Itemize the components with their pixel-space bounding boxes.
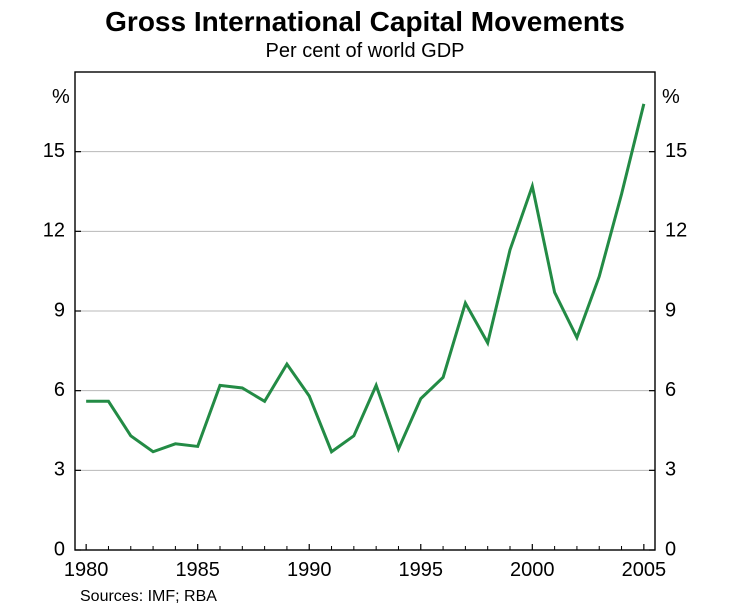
chart-sources: Sources: IMF; RBA <box>80 588 217 606</box>
y-tick-label-right: 3 <box>665 459 676 481</box>
y-tick-label-left: 12 <box>43 220 65 242</box>
chart-container: { "chart": { "type": "line", "title": "G… <box>0 0 730 612</box>
y-tick-label-right: 0 <box>665 538 676 560</box>
x-tick-label: 1990 <box>287 559 332 581</box>
x-tick-label: 1980 <box>64 559 109 581</box>
y-tick-label-right: 12 <box>665 220 687 242</box>
x-tick-label: 1995 <box>399 559 444 581</box>
data-line <box>86 104 644 452</box>
x-tick-label: 1985 <box>175 559 220 581</box>
y-tick-label-left: 9 <box>54 299 65 321</box>
chart-svg: 0 0 3 3 6 6 9 9 12 12 15 15 1980 1985 1990 1995 2000 2005 <box>0 0 730 612</box>
x-tick-label: 2000 <box>510 559 555 581</box>
y-tick-label-right: 15 <box>665 140 687 162</box>
y-tick-label-left: 3 <box>54 459 65 481</box>
y-tick-label-left: 0 <box>54 538 65 560</box>
x-tick-label: 2005 <box>622 559 667 581</box>
y-tick-label-right: 6 <box>665 379 676 401</box>
y-tick-label-left: 15 <box>43 140 65 162</box>
y-tick-label-right: 9 <box>665 299 676 321</box>
y-tick-label-left: 6 <box>54 379 65 401</box>
